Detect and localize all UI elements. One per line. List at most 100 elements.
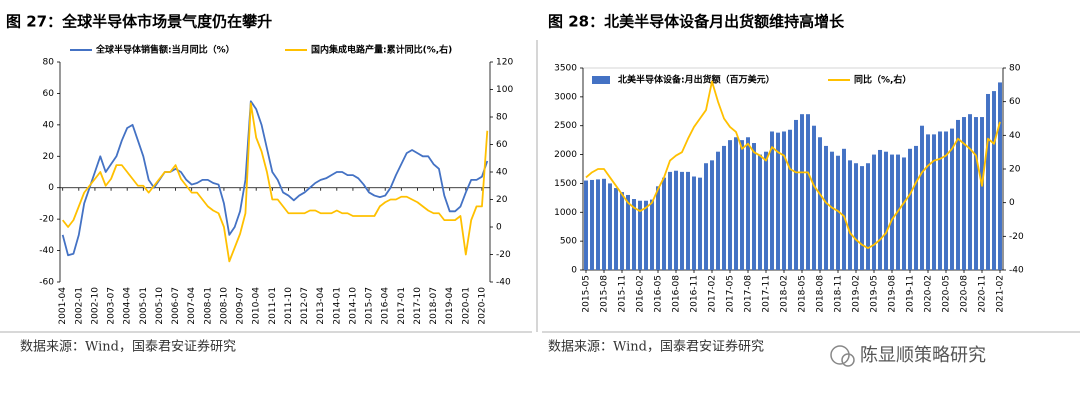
y2-tick-label: -40 [496,278,511,288]
bar [626,194,630,270]
bar [638,200,642,270]
bar [872,154,876,270]
x-tick-label: 2017-08 [744,275,754,313]
bar [782,131,786,270]
bar [860,166,864,270]
y-tick-label: 80 [43,58,55,68]
bar [830,151,834,270]
bar [596,179,600,270]
x-tick-label: 2018-05 [798,275,808,313]
y2-tick-label: -40 [1009,266,1024,276]
x-tick-label: 2008-01 [203,287,213,325]
bar [680,171,684,270]
source-note: 数据来源：Wind，国泰君安证券研究 [20,339,236,355]
y-tick-label: -20 [39,215,54,225]
bar [776,132,780,270]
y2-tick-label: 20 [496,195,508,205]
legend-label: 国内集成电路产量:累计同比(%,右) [311,44,452,56]
bar [956,119,960,270]
bar [938,131,942,270]
bar [734,137,738,270]
bar [980,117,984,270]
bar [800,114,804,271]
line-series [585,80,1001,250]
x-tick-label: 2020-05 [942,275,952,313]
bar [764,151,768,270]
bar [584,180,588,270]
bar [632,199,636,270]
bar [620,192,624,270]
x-tick-label: 2017-01 [397,287,407,325]
bar [656,186,660,270]
y-tick-label: 2000 [554,150,577,160]
x-tick-label: 2016-04 [381,287,391,325]
legend-swatch [592,76,610,84]
bar [842,148,846,270]
x-tick-label: 2019-05 [870,275,880,313]
x-tick-label: 2019-02 [852,275,862,313]
x-tick-label: 2001-04 [58,287,68,325]
source-note: 数据来源：Wind，国泰君安证券研究 [548,339,764,355]
x-tick-label: 2020-10 [477,287,487,325]
y2-tick-label: 40 [496,168,508,178]
y2-tick-label: 0 [1009,198,1015,208]
x-tick-label: 2004-04 [123,287,133,325]
bar [728,140,732,270]
x-tick-label: 2018-08 [816,275,826,313]
x-tick-label: 2007-04 [187,287,197,325]
x-tick-label: 2017-05 [726,275,736,313]
y-tick-label: 3000 [554,92,577,102]
y-tick-label: 40 [43,120,55,130]
bar [686,171,690,270]
bar [710,160,714,270]
bar [806,114,810,271]
bar [836,155,840,270]
x-tick-label: 2018-11 [834,275,844,313]
bar [884,151,888,270]
x-tick-label: 2017-10 [413,287,423,325]
bar [608,183,612,270]
bar [716,151,720,270]
x-tick-label: 2016-05 [654,275,664,313]
x-tick-label: 2019-11 [906,275,916,313]
y-tick-label: -60 [39,278,54,288]
x-tick-label: 2017-11 [762,275,772,313]
y-tick-label: 20 [43,152,55,162]
bar [878,149,882,270]
x-tick-label: 2020-08 [960,275,970,313]
bar [812,125,816,270]
y-tick-label: 0 [571,266,577,276]
y-tick-label: 3500 [554,64,577,74]
y2-tick-label: 120 [496,58,513,68]
y-tick-label: -40 [39,246,54,256]
x-tick-label: 2016-08 [672,275,682,313]
x-tick-label: 2019-04 [445,287,455,325]
bar [890,154,894,270]
x-tick-label: 2002-10 [90,287,100,325]
bar [644,200,648,270]
bar [698,177,702,270]
bar [950,128,954,270]
x-tick-label: 2005-10 [155,287,165,325]
x-tick-label: 2020-02 [924,275,934,313]
x-tick-label: 2015-07 [365,287,375,325]
legend-label: 北美半导体设备:月出货额（百万美元） [618,74,775,86]
watermark-icon [830,345,855,367]
bar [854,163,858,270]
y2-tick-label: 60 [1009,97,1021,107]
bar [974,117,978,270]
line-series [61,102,489,263]
y2-tick-label: 80 [1009,64,1021,74]
x-tick-label: 2019-08 [888,275,898,313]
x-tick-label: 2018-02 [780,275,790,313]
bar [788,129,792,270]
x-tick-label: 2003-07 [107,287,117,325]
y-tick-label: 0 [48,183,54,193]
legend-label: 全球半导体销售额:当月同比（%） [95,44,235,56]
y-tick-label: 1000 [554,208,577,218]
bar [968,114,972,271]
bar [914,145,918,270]
bar [986,93,990,270]
bar [926,134,930,270]
